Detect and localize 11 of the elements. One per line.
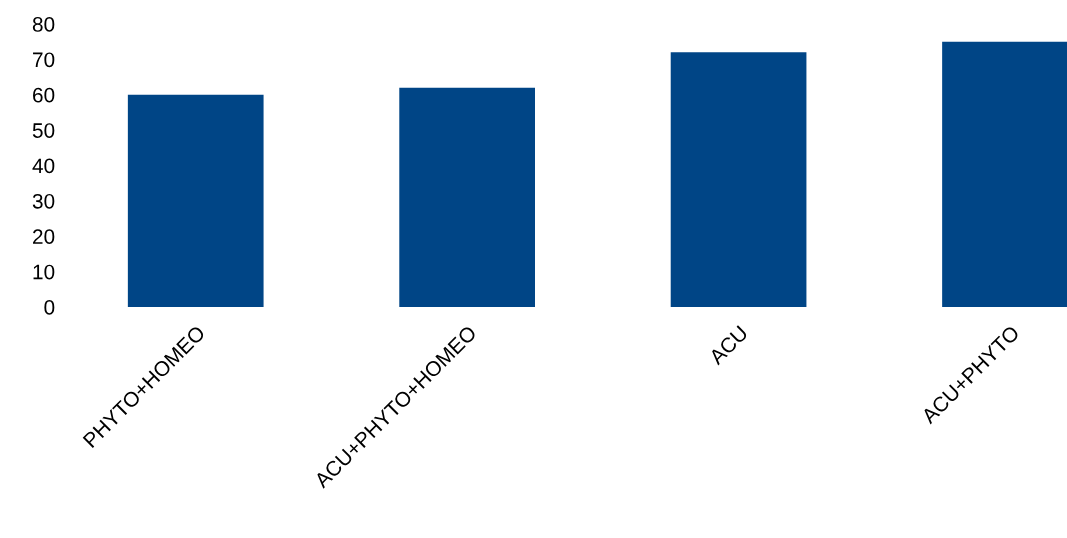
y-tick-label: 10 bbox=[33, 264, 55, 280]
y-tick-label: 20 bbox=[33, 229, 55, 244]
bar bbox=[127, 94, 264, 307]
y-tick-label: 70 bbox=[33, 52, 55, 68]
y-tick-label: 0 bbox=[44, 300, 55, 315]
y-tick-label: 80 bbox=[32, 17, 55, 32]
y-tick-label: 40 bbox=[32, 158, 55, 174]
y-tick-label: 30 bbox=[32, 193, 55, 209]
bar bbox=[399, 87, 535, 307]
y-tick-label: 60 bbox=[33, 87, 55, 103]
y-tick-label: 50 bbox=[32, 123, 55, 138]
